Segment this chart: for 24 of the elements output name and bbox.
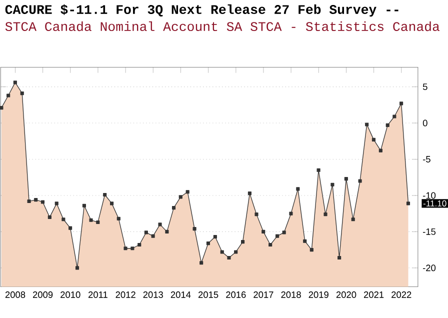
x-tick-label: 2015 — [198, 291, 218, 298]
x-tick-label: 2010 — [60, 291, 80, 298]
y-tick-label: 0 — [422, 120, 428, 126]
y-tick-label: 5 — [422, 83, 428, 90]
x-tick-label: 2008 — [5, 291, 26, 298]
y-tick-label: -15 — [422, 228, 436, 235]
x-tick-label: 2014 — [170, 291, 191, 298]
y-tick-label: -5 — [422, 156, 430, 162]
x-tick-label: 2019 — [308, 291, 328, 298]
x-tick-label: 2009 — [32, 291, 53, 298]
x-tick-label: 2017 — [254, 291, 274, 298]
chart-subtitle: STCA Canada Nominal Account SA STCA - Statistics Canada — [5, 21, 440, 31]
x-tick-label: 2018 — [281, 291, 301, 298]
y-tick-label: -20 — [422, 264, 436, 271]
x-tick-label: 2011 — [88, 291, 108, 298]
annotation: -11.10 — [423, 200, 446, 206]
x-tick-label: 2021 — [364, 291, 384, 298]
y-tick-label: -10 — [422, 192, 436, 199]
x-tick-label: 2012 — [116, 291, 136, 298]
x-tick-label: 2016 — [226, 291, 246, 298]
x-tick-label: 2020 — [336, 291, 356, 298]
x-tick-label: 2022 — [392, 291, 412, 298]
chart-title: CACURE $-11.1 For 3Q Next Release 27 Feb Survey -- — [5, 4, 398, 16]
x-tick-label: 2013 — [143, 291, 163, 298]
